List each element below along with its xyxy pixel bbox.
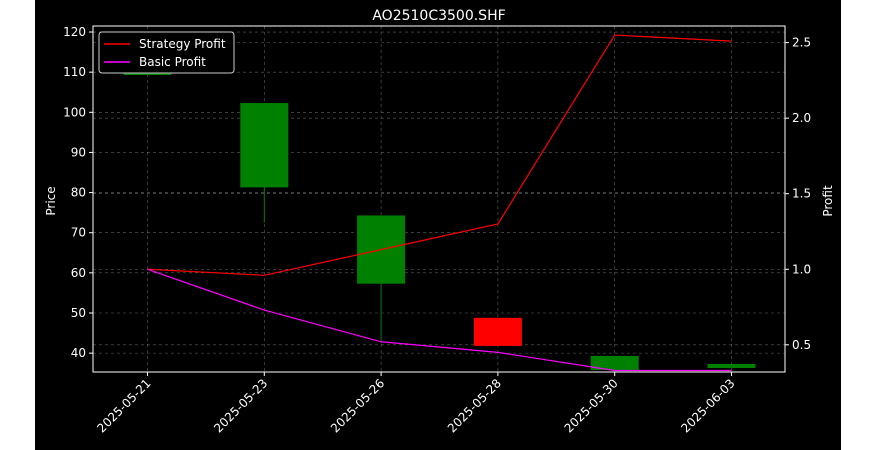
- candle-body: [473, 317, 522, 346]
- legend-box: [98, 31, 235, 74]
- candle-body: [240, 103, 289, 188]
- y-axis-right-label: Profit: [821, 185, 835, 217]
- strategy-profit-line: [147, 34, 732, 276]
- y-left-tick-label: 80: [71, 186, 86, 200]
- y-left-tick-label: 100: [63, 105, 86, 119]
- y-left-tick-label: 70: [71, 226, 86, 240]
- y-left-tick-label: 40: [71, 346, 86, 360]
- candle-body: [590, 355, 639, 370]
- y-right-tick-label: 1.0: [792, 262, 811, 276]
- basic-profit-line: [147, 268, 732, 372]
- y-right-tick-label: 1.5: [792, 187, 811, 201]
- y-right-tick-label: 2.5: [792, 36, 811, 50]
- y-axis-left-label: Price: [44, 186, 58, 215]
- legend-label-strategy-profit: Strategy Profit: [139, 37, 226, 51]
- profit-lines: [147, 34, 732, 372]
- y-left-tick-label: 110: [63, 65, 86, 79]
- y-right-tick-label: 2.0: [792, 111, 811, 125]
- chart-title: AO2510C3500.SHF: [372, 8, 505, 24]
- y-left-tick-label: 60: [71, 266, 86, 280]
- candles: [123, 70, 756, 370]
- y-left-tick-label: 120: [63, 25, 86, 39]
- figure-background: [35, 0, 841, 450]
- plot-frame: [92, 25, 786, 373]
- candle-body: [707, 363, 756, 368]
- y-left-tick-label: 90: [71, 145, 86, 159]
- y-left-tick-label: 50: [71, 306, 86, 320]
- legend: Strategy Profit Basic Profit: [98, 31, 235, 74]
- legend-label-basic-profit: Basic Profit: [139, 55, 206, 69]
- y-right-tick-label: 0.5: [792, 338, 811, 352]
